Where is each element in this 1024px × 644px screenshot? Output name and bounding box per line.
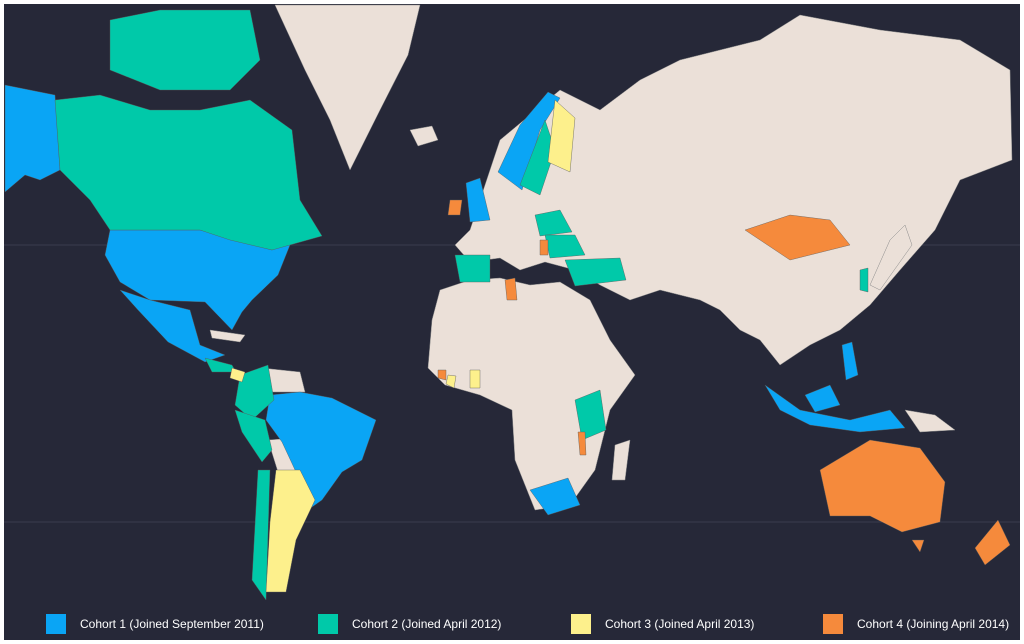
panama	[229, 367, 246, 383]
alaska	[4, 84, 61, 193]
legend-swatch	[318, 614, 338, 634]
tunisia	[504, 277, 518, 301]
legend-swatch	[571, 614, 591, 634]
japan	[869, 224, 913, 291]
new-zealand	[974, 519, 1011, 566]
countries	[4, 4, 1013, 601]
serbia	[539, 239, 549, 256]
legend-label: Cohort 1 (Joined September 2011)	[80, 617, 264, 631]
madagascar	[611, 439, 631, 481]
greenland	[274, 4, 421, 171]
philippines	[841, 341, 859, 381]
legend: Cohort 1 (Joined September 2011) Cohort 2…	[46, 614, 1009, 634]
mexico	[119, 289, 226, 363]
cuba	[209, 329, 246, 343]
legend-label: Cohort 3 (Joined April 2013)	[605, 617, 754, 631]
chile	[251, 469, 271, 601]
legend-label: Cohort 4 (Joining April 2014)	[857, 617, 1009, 631]
turkey	[564, 257, 627, 287]
liberia	[445, 374, 457, 389]
legend-label: Cohort 2 (Joined April 2012)	[352, 617, 501, 631]
south-africa	[529, 477, 581, 516]
ireland	[447, 199, 463, 216]
sierra-leone	[437, 369, 447, 381]
spain	[454, 254, 491, 283]
indonesia	[764, 384, 906, 433]
malawi	[577, 431, 587, 456]
iceland	[409, 125, 439, 147]
argentina	[265, 469, 316, 593]
borneo	[804, 384, 841, 413]
brazil	[265, 391, 377, 513]
finland	[547, 99, 576, 173]
legend-swatch	[823, 614, 843, 634]
australia	[819, 439, 946, 533]
east-africa	[574, 389, 607, 441]
png	[904, 409, 956, 433]
canada	[54, 94, 323, 251]
peru	[234, 409, 273, 463]
norway	[497, 91, 561, 191]
balkans	[544, 234, 586, 259]
korea	[859, 267, 869, 293]
colombia	[234, 364, 275, 421]
mongolia	[744, 214, 851, 261]
ghana	[469, 369, 481, 389]
uk	[465, 177, 491, 223]
legend-swatch	[46, 614, 66, 634]
arctic-islands	[109, 9, 261, 91]
tasmania	[911, 539, 925, 553]
poland	[534, 209, 573, 237]
